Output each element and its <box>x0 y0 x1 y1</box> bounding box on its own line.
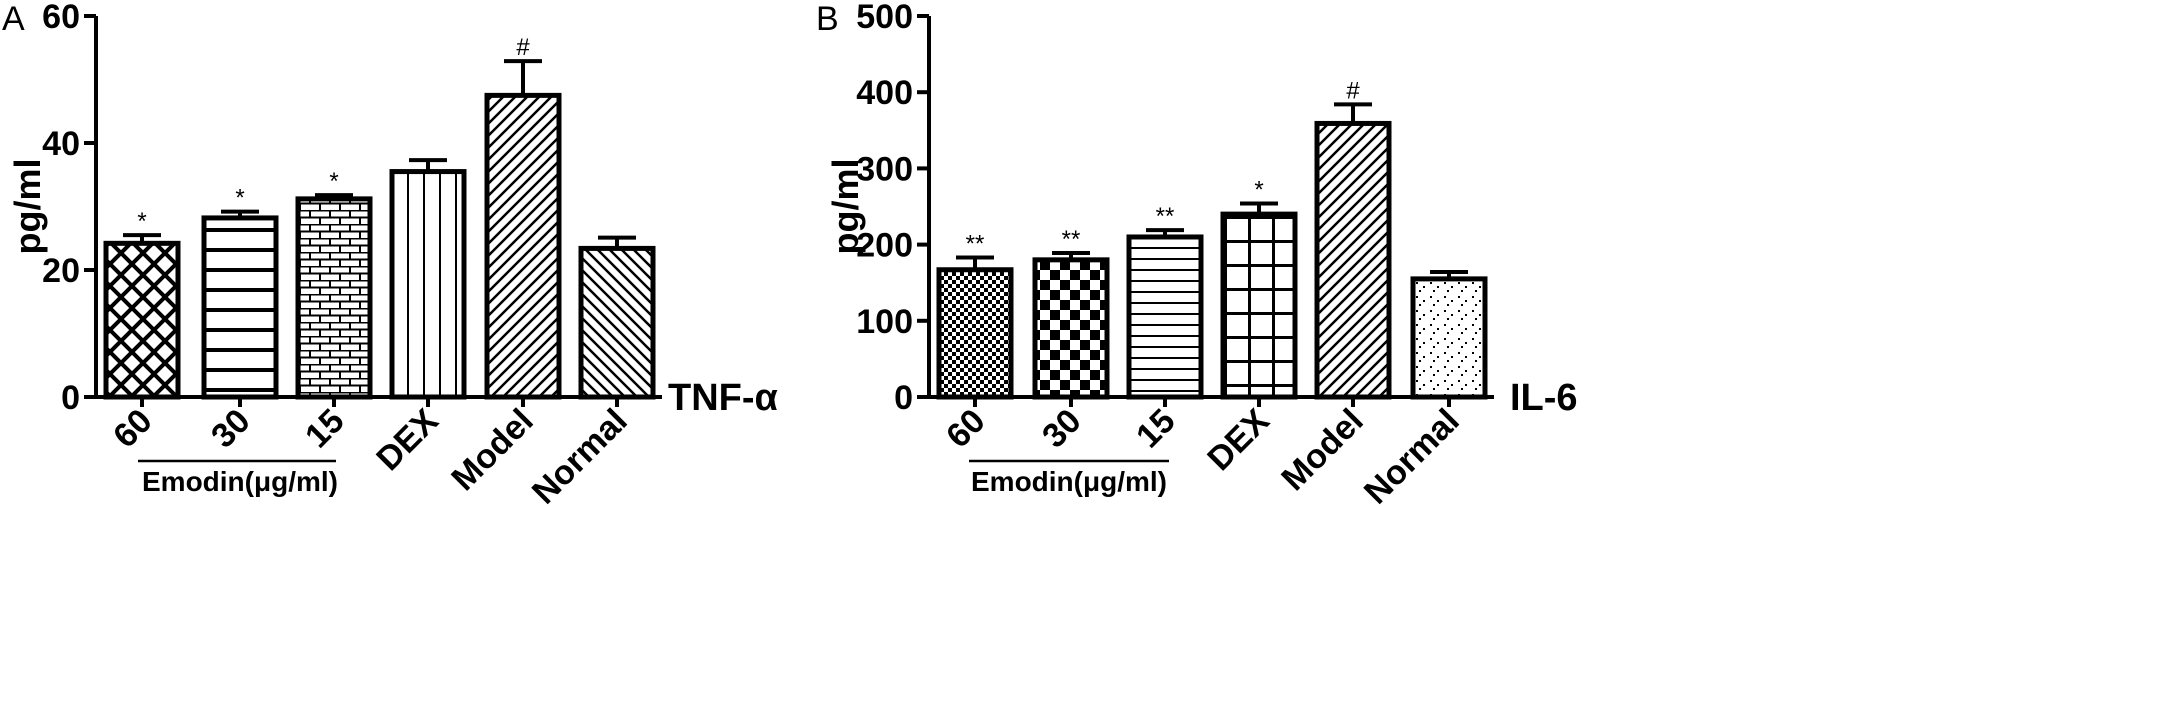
significance-mark: ** <box>1062 226 1081 253</box>
x-tick-label: 30 <box>204 402 258 456</box>
x-tick-label: 60 <box>106 402 160 456</box>
significance-mark: # <box>1346 77 1360 104</box>
significance-mark: * <box>235 185 244 212</box>
x-tick-label: 15 <box>298 402 352 456</box>
x-tick-label: Model <box>1274 402 1370 498</box>
y-axis-label: pg/ml <box>825 159 866 255</box>
bar-model <box>1314 120 1392 400</box>
bar-dex <box>1220 211 1298 400</box>
y-tick-label: 100 <box>856 303 913 341</box>
significance-mark: # <box>516 34 530 61</box>
bar-dex <box>389 169 467 400</box>
x-tick-label: 30 <box>1035 402 1089 456</box>
group-label: Emodin(μg/ml) <box>142 466 338 497</box>
y-tick-label: 0 <box>894 379 913 417</box>
bar-normal <box>578 245 656 400</box>
y-tick-label: 300 <box>856 150 913 188</box>
x-tick-label: DEX <box>1200 402 1277 479</box>
bar-model <box>484 92 562 400</box>
significance-mark: * <box>1254 176 1263 203</box>
cytokine-label: IL-6 <box>1510 377 1578 419</box>
y-tick-label: 500 <box>856 0 913 36</box>
panel-label: A <box>2 0 25 38</box>
bar-30 <box>201 215 279 400</box>
bar-15 <box>295 196 373 400</box>
chart-panel-B: Bpg/ml 0 100 200 300 400 500 IL-6 ** 60 ** 30 ** 15 * D… <box>816 0 1578 511</box>
x-tick-label: DEX <box>369 402 446 479</box>
y-tick-label: 40 <box>42 125 80 163</box>
x-tick-label: 60 <box>939 402 993 456</box>
y-tick-label: 0 <box>61 379 80 417</box>
group-label: Emodin(μg/ml) <box>971 466 1167 497</box>
panel-label: B <box>816 0 839 38</box>
x-tick-label: Normal <box>525 402 635 512</box>
y-tick-label: 20 <box>42 252 80 290</box>
significance-mark: * <box>137 208 146 235</box>
y-tick-label: 200 <box>856 227 913 265</box>
y-tick-label: 400 <box>856 74 913 112</box>
x-tick-label: 15 <box>1129 402 1183 456</box>
y-tick-label: 60 <box>42 0 80 36</box>
bar-15 <box>1126 234 1204 400</box>
significance-mark: ** <box>1156 203 1175 230</box>
y-axis-label: pg/ml <box>7 159 48 255</box>
bar-normal <box>1410 276 1488 400</box>
bar-60 <box>936 267 1014 400</box>
cytokine-label: TNF-α <box>668 377 778 419</box>
significance-mark: * <box>329 168 338 195</box>
x-tick-label: Normal <box>1357 402 1467 512</box>
significance-mark: ** <box>966 231 985 258</box>
bar-60 <box>103 240 181 400</box>
bar-30 <box>1032 257 1110 400</box>
